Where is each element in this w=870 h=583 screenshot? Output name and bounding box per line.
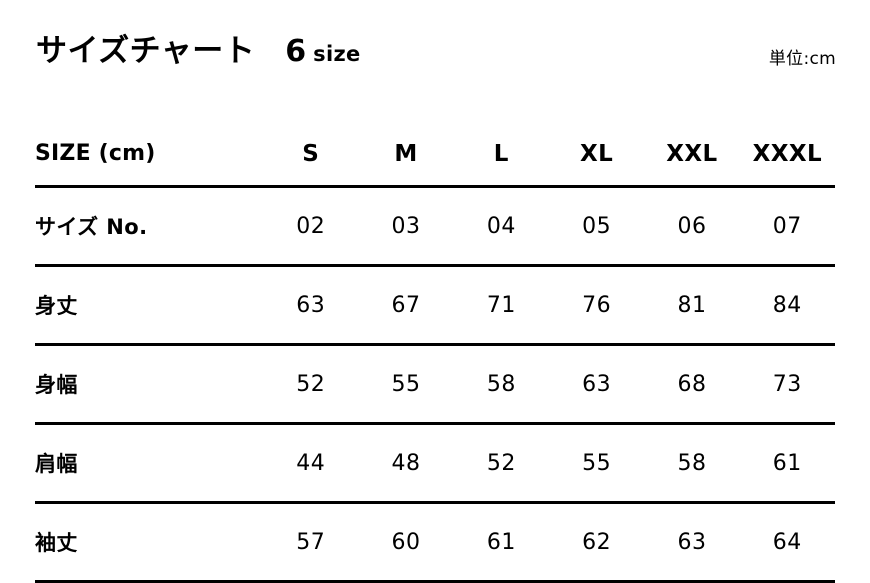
- size-chart-table: SIZE (cm) S M L XL XXL XXXL サイズ No. 02 0…: [35, 122, 835, 583]
- size-count: 6: [285, 34, 307, 69]
- table-row: 袖丈 57 60 61 62 63 64: [35, 502, 835, 583]
- table-row: サイズ No. 02 03 04 05 06 07: [35, 186, 835, 267]
- table-row: 身幅 52 55 58 63 68 73: [35, 344, 835, 425]
- size-word-label: size: [313, 42, 361, 66]
- cell-body-width-xxl: 68: [644, 344, 740, 425]
- cell-shoulder-width-xxxl: 61: [739, 423, 835, 504]
- cell-body-width-l: 58: [453, 344, 549, 425]
- table-row: 身丈 63 67 71 76 81 84: [35, 265, 835, 346]
- column-header-measure: SIZE (cm): [35, 122, 264, 188]
- column-header-l: L: [453, 122, 549, 188]
- chart-header: サイズチャート 6 size 単位:cm: [0, 30, 870, 82]
- cell-body-width-xl: 63: [548, 344, 645, 425]
- cell-body-length-xxxl: 84: [739, 265, 835, 346]
- row-label-size-no: サイズ No.: [35, 186, 264, 267]
- cell-size-no-xxxl: 07: [739, 186, 835, 267]
- cell-sleeve-length-m: 60: [358, 502, 454, 583]
- cell-sleeve-length-l: 61: [453, 502, 549, 583]
- cell-body-length-xl: 76: [548, 265, 645, 346]
- cell-body-width-m: 55: [358, 344, 454, 425]
- cell-sleeve-length-s: 57: [263, 502, 359, 583]
- table-row: 肩幅 44 48 52 55 58 61: [35, 423, 835, 504]
- cell-size-no-m: 03: [358, 186, 454, 267]
- page-title: サイズチャート: [36, 33, 256, 69]
- cell-shoulder-width-l: 52: [453, 423, 549, 504]
- cell-shoulder-width-xl: 55: [548, 423, 645, 504]
- cell-shoulder-width-s: 44: [263, 423, 359, 504]
- table-header-row: SIZE (cm) S M L XL XXL XXXL: [35, 122, 835, 188]
- cell-sleeve-length-xxxl: 64: [739, 502, 835, 583]
- cell-body-width-s: 52: [263, 344, 359, 425]
- column-header-xxxl: XXXL: [739, 122, 835, 188]
- column-header-s: S: [263, 122, 359, 188]
- cell-sleeve-length-xxl: 63: [644, 502, 740, 583]
- cell-size-no-s: 02: [263, 186, 359, 267]
- cell-size-no-l: 04: [453, 186, 549, 267]
- cell-shoulder-width-m: 48: [358, 423, 454, 504]
- cell-shoulder-width-xxl: 58: [644, 423, 740, 504]
- cell-sleeve-length-xl: 62: [548, 502, 645, 583]
- row-label-shoulder-width: 肩幅: [35, 423, 264, 504]
- cell-body-width-xxxl: 73: [739, 344, 835, 425]
- column-header-xxl: XXL: [644, 122, 740, 188]
- cell-body-length-s: 63: [263, 265, 359, 346]
- title-group: サイズチャート 6 size: [36, 30, 361, 75]
- column-header-xl: XL: [548, 122, 645, 188]
- cell-size-no-xxl: 06: [644, 186, 740, 267]
- row-label-body-length: 身丈: [35, 265, 264, 346]
- row-label-sleeve-length: 袖丈: [35, 502, 264, 583]
- unit-note: 単位:cm: [768, 49, 836, 69]
- column-header-m: M: [358, 122, 454, 188]
- cell-body-length-l: 71: [453, 265, 549, 346]
- cell-body-length-xxl: 81: [644, 265, 740, 346]
- cell-body-length-m: 67: [358, 265, 454, 346]
- row-label-body-width: 身幅: [35, 344, 264, 425]
- cell-size-no-xl: 05: [548, 186, 645, 267]
